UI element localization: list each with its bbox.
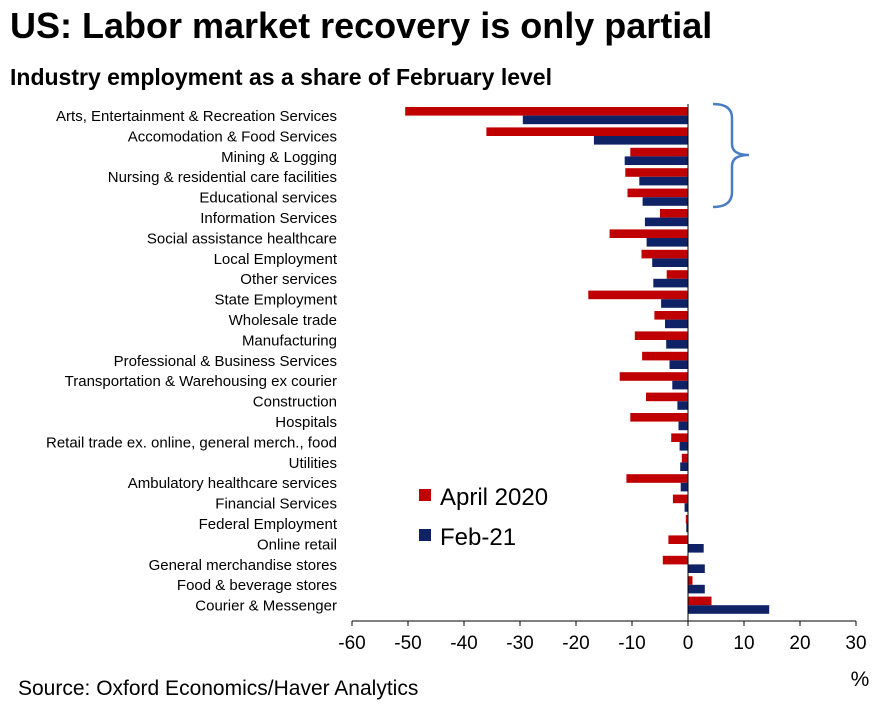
- chart-title: US: Labor market recovery is only partia…: [10, 5, 713, 46]
- bar-april-2020: [627, 188, 688, 198]
- bar-april-2020: [672, 494, 688, 504]
- category-labels: Arts, Entertainment & Recreation Service…: [46, 108, 338, 615]
- category-label: Courier & Messenger: [195, 598, 337, 615]
- bars-group: [405, 107, 770, 614]
- bar-april-2020: [654, 311, 688, 320]
- bar-feb-21: [653, 278, 688, 288]
- bar-feb-21: [686, 523, 688, 533]
- bar-feb-21: [688, 564, 705, 573]
- category-label: Financial Services: [215, 496, 337, 513]
- category-label: Manufacturing: [242, 332, 337, 349]
- bar-april-2020: [486, 127, 688, 136]
- bar-april-2020: [641, 249, 688, 259]
- bar-april-2020: [688, 576, 693, 585]
- bar-april-2020: [630, 147, 688, 157]
- x-tick-label: 10: [733, 633, 754, 654]
- category-label: Food & beverage stores: [177, 577, 337, 594]
- category-label: Accomodation & Food Services: [128, 128, 337, 145]
- bar-feb-21: [680, 482, 688, 492]
- x-axis-unit: %: [851, 668, 870, 691]
- bar-april-2020: [588, 290, 688, 300]
- category-label: Nursing & residential care facilities: [108, 169, 337, 186]
- bar-feb-21: [680, 462, 688, 471]
- bar-feb-21: [624, 156, 688, 165]
- bar-april-2020: [646, 392, 688, 402]
- top-industries-bracket: [712, 102, 750, 209]
- bar-april-2020: [405, 107, 688, 116]
- chart-subtitle: Industry employment as a share of Februa…: [10, 64, 552, 90]
- category-label: Ambulatory healthcare services: [128, 475, 337, 492]
- category-label: Arts, Entertainment & Recreation Service…: [56, 108, 337, 125]
- category-label: Mining & Logging: [221, 149, 337, 166]
- legend: April 2020 Feb-21: [419, 484, 548, 551]
- bar-april-2020: [688, 596, 712, 606]
- bar-feb-21: [639, 176, 688, 186]
- bar-april-2020: [681, 453, 688, 463]
- bar-feb-21: [665, 319, 688, 329]
- category-label: Online retail: [257, 536, 337, 553]
- bar-april-2020: [634, 331, 688, 340]
- bar-feb-21: [522, 115, 688, 125]
- x-tick-label: 0: [683, 633, 694, 654]
- bar-feb-21: [678, 421, 688, 431]
- bar-feb-21: [666, 340, 688, 349]
- category-label: Federal Employment: [199, 516, 338, 533]
- category-label: Hospitals: [275, 414, 337, 431]
- bar-feb-21: [688, 544, 704, 553]
- bar-april-2020: [642, 351, 688, 361]
- bar-april-2020: [626, 474, 688, 483]
- category-label: Retail trade ex. online, general merch.,…: [46, 434, 337, 451]
- bar-april-2020: [662, 555, 688, 565]
- category-label: Information Services: [200, 210, 337, 227]
- bar-feb-21: [661, 299, 688, 308]
- x-tick-label: -60: [338, 633, 365, 654]
- category-label: Utilities: [289, 455, 337, 472]
- x-axis: -60 -50 -40 -30 -20 -10 0 10 20 30: [338, 104, 867, 654]
- category-label: Other services: [240, 271, 337, 288]
- bar-feb-21: [644, 217, 688, 227]
- category-label: Social assistance healthcare: [147, 230, 337, 247]
- legend-swatch-feb-21: [419, 529, 431, 541]
- bar-feb-21: [642, 197, 688, 206]
- legend-label-april-2020: April 2020: [440, 484, 548, 511]
- category-label: Local Employment: [214, 251, 338, 268]
- x-tick-label: -20: [562, 633, 589, 654]
- bar-april-2020: [630, 413, 688, 422]
- category-label: Construction: [253, 394, 337, 411]
- bar-feb-21: [679, 442, 688, 451]
- source-note: Source: Oxford Economics/Haver Analytics: [18, 677, 419, 700]
- legend-swatch-april-2020: [419, 489, 431, 501]
- bar-april-2020: [666, 270, 688, 279]
- x-tick-label: -10: [618, 633, 645, 654]
- bar-april-2020: [625, 168, 688, 177]
- category-label: Transportation & Warehousing ex courier: [65, 373, 337, 390]
- bar-feb-21: [646, 238, 688, 247]
- bar-april-2020: [668, 535, 688, 544]
- legend-label-feb-21: Feb-21: [440, 524, 516, 551]
- bar-april-2020: [619, 372, 688, 381]
- bar-april-2020: [671, 433, 688, 442]
- x-tick-label: -40: [450, 633, 477, 654]
- category-label: General merchandise stores: [149, 557, 337, 574]
- category-label: Professional & Business Services: [114, 353, 337, 370]
- bar-feb-21: [652, 258, 688, 267]
- category-label: State Employment: [214, 292, 337, 309]
- category-label: Wholesale trade: [229, 312, 337, 329]
- bar-feb-21: [677, 401, 688, 410]
- bar-feb-21: [684, 503, 688, 512]
- x-tick-label: 20: [789, 633, 810, 654]
- bar-april-2020: [609, 229, 688, 238]
- bar-april-2020: [660, 209, 688, 218]
- bar-april-2020: [685, 515, 688, 524]
- category-label: Educational services: [199, 190, 337, 207]
- x-tick-label: 30: [845, 633, 866, 654]
- x-tick-label: -30: [506, 633, 533, 654]
- x-tick-label: -50: [394, 633, 421, 654]
- bar-feb-21: [593, 136, 688, 145]
- bar-feb-21: [669, 360, 688, 369]
- bar-feb-21: [672, 380, 688, 390]
- bar-feb-21: [688, 584, 705, 594]
- bar-feb-21: [688, 605, 770, 614]
